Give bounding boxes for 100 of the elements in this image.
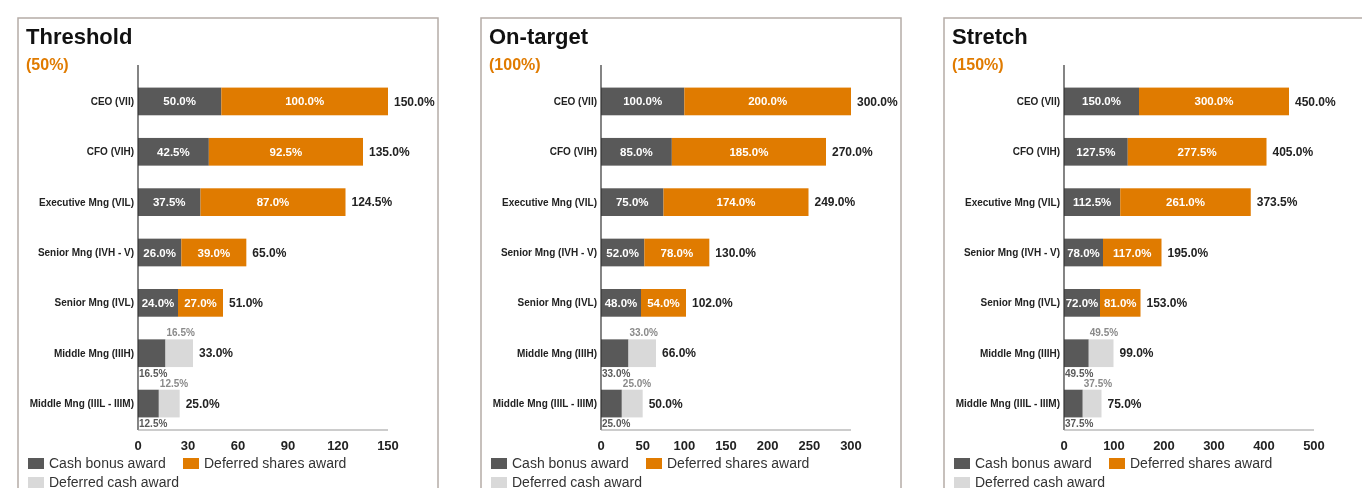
data-label: 261.0% xyxy=(1165,196,1206,209)
y-tick-label: Senior Mng (IVL) xyxy=(54,297,134,309)
x-tick-label: 50 xyxy=(635,438,650,453)
total-label: 65.0% xyxy=(252,245,287,260)
data-label: 48.0% xyxy=(604,296,638,309)
chart-subtitle: (100%) xyxy=(489,56,541,73)
data-label: 39.0% xyxy=(197,246,231,259)
bar xyxy=(208,137,363,166)
total-label: 124.5% xyxy=(351,195,393,210)
y-tick-label: Senior Mng (IVL) xyxy=(517,297,597,309)
legend-label: Deferred cash award xyxy=(49,474,179,488)
data-label: 92.5% xyxy=(269,145,303,158)
chart-title: Stretch xyxy=(952,24,1028,49)
total-label: 102.0% xyxy=(692,296,734,311)
bar xyxy=(158,389,180,418)
y-tick-label: Middle Mng (IIIH) xyxy=(517,347,597,359)
y-tick-label: CFO (VIH) xyxy=(549,146,597,158)
y-tick-label: Senior Mng (IVH - V) xyxy=(963,247,1060,258)
data-label: 127.5% xyxy=(1076,145,1116,158)
x-tick-label: 90 xyxy=(280,438,296,453)
x-tick-label: 100 xyxy=(1103,438,1125,453)
y-tick-label: Executive Mng (VIL) xyxy=(38,196,134,208)
x-tick-label: 300 xyxy=(1203,438,1225,453)
y-tick-label: Senior Mng (IVL) xyxy=(980,297,1060,309)
x-tick-label: 150 xyxy=(715,438,737,453)
bar xyxy=(601,339,629,368)
y-tick-label: CEO (VII) xyxy=(1016,95,1060,107)
data-label: 33.0% xyxy=(629,327,658,339)
bar xyxy=(628,339,656,368)
data-label: 85.0% xyxy=(620,145,653,158)
data-label: 24.0% xyxy=(141,296,175,309)
chart-title: On-target xyxy=(489,24,589,49)
bar xyxy=(138,137,209,166)
total-label: 66.0% xyxy=(662,346,697,361)
bar xyxy=(1064,339,1089,368)
legend-label: Deferred shares award xyxy=(667,455,810,471)
data-label: 300.0% xyxy=(1194,95,1234,108)
data-label: 12.5% xyxy=(139,418,168,430)
total-label: 373.5% xyxy=(1256,195,1298,210)
total-label: 33.0% xyxy=(199,346,234,361)
y-tick-label: CEO (VII) xyxy=(90,95,134,107)
x-tick-label: 200 xyxy=(1153,438,1175,453)
y-tick-label: Executive Mng (VIL) xyxy=(501,196,597,208)
total-label: 300.0% xyxy=(857,94,899,109)
y-tick-label: Executive Mng (VIL) xyxy=(964,196,1060,208)
data-label: 42.5% xyxy=(157,145,190,158)
y-tick-label: CEO (VII) xyxy=(553,95,597,107)
y-tick-label: Senior Mng (IVH - V) xyxy=(500,247,597,258)
data-label: 100.0% xyxy=(623,95,663,108)
bar xyxy=(200,188,346,216)
data-label: 277.5% xyxy=(1177,145,1217,158)
data-label: 26.0% xyxy=(143,246,176,259)
x-tick-label: 30 xyxy=(180,438,196,453)
total-label: 195.0% xyxy=(1167,245,1209,260)
bar xyxy=(601,188,664,216)
data-label: 33.0% xyxy=(602,368,631,380)
bar xyxy=(684,87,851,116)
data-label: 87.0% xyxy=(256,196,290,209)
y-tick-label: Middle Mng (IIIL - IIIM) xyxy=(492,398,597,410)
data-label: 150.0% xyxy=(1081,95,1122,108)
legend-label: Cash bonus award xyxy=(975,455,1092,471)
bar xyxy=(1139,87,1289,116)
bar xyxy=(1088,339,1114,368)
data-label: 72.0% xyxy=(1065,296,1099,309)
total-label: 270.0% xyxy=(832,144,874,159)
y-tick-label: CFO (VIH) xyxy=(1012,146,1060,158)
data-label: 25.0% xyxy=(622,377,652,389)
y-tick-label: Middle Mng (IIIL - IIIM) xyxy=(955,398,1060,410)
total-label: 75.0% xyxy=(1107,396,1142,411)
data-label: 117.0% xyxy=(1113,246,1152,259)
bar xyxy=(601,137,672,166)
y-tick-label: Middle Mng (IIIH) xyxy=(980,347,1060,359)
x-tick-label: 0 xyxy=(597,438,605,453)
data-label: 54.0% xyxy=(647,296,680,309)
x-tick-label: 120 xyxy=(327,438,349,453)
bar xyxy=(601,389,622,418)
bar xyxy=(1120,188,1251,216)
data-label: 25.0% xyxy=(602,418,631,430)
data-label: 200.0% xyxy=(748,95,788,108)
data-label: 12.5% xyxy=(159,377,189,389)
data-label: 27.0% xyxy=(184,296,217,309)
legend-label: Cash bonus award xyxy=(49,455,166,471)
total-label: 249.0% xyxy=(814,195,856,210)
x-tick-label: 0 xyxy=(134,438,142,453)
bar xyxy=(621,389,643,418)
legend-label: Deferred cash award xyxy=(512,474,642,488)
bar xyxy=(1127,137,1267,166)
data-label: 49.5% xyxy=(1089,327,1119,339)
data-label: 112.5% xyxy=(1072,196,1112,209)
total-label: 51.0% xyxy=(229,296,264,311)
bar xyxy=(138,188,201,216)
data-label: 37.5% xyxy=(1083,377,1113,389)
x-tick-label: 400 xyxy=(1253,438,1275,453)
data-label: 37.5% xyxy=(1065,418,1094,430)
total-label: 25.0% xyxy=(185,396,221,411)
bar xyxy=(1082,389,1102,418)
x-tick-label: 250 xyxy=(798,438,821,453)
data-label: 81.0% xyxy=(1103,296,1137,309)
total-label: 135.0% xyxy=(369,144,411,159)
total-label: 130.0% xyxy=(715,245,757,260)
